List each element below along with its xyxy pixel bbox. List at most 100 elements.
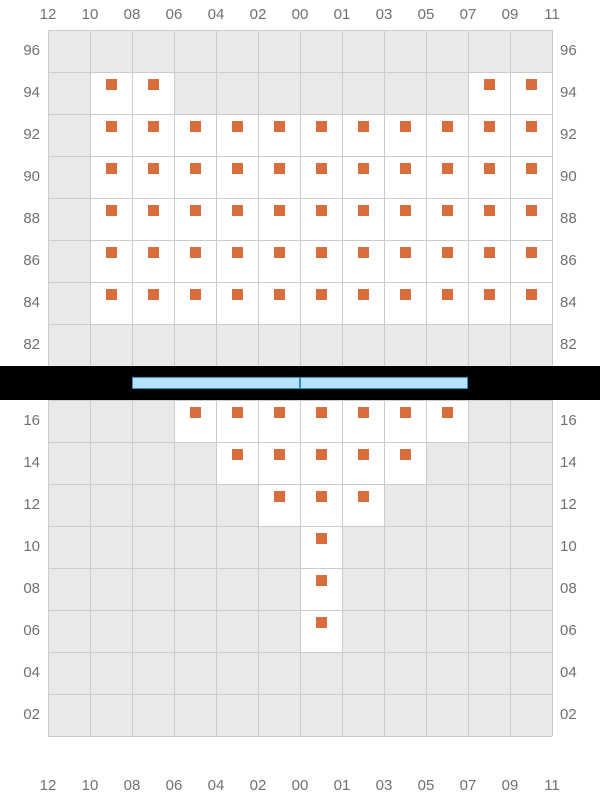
- seat-marker: [358, 449, 369, 460]
- seat-cell[interactable]: [469, 73, 510, 114]
- seat-cell[interactable]: [511, 199, 552, 240]
- seat-marker: [274, 289, 285, 300]
- seat-cell[interactable]: [175, 241, 216, 282]
- seat-cell[interactable]: [385, 241, 426, 282]
- seat-marker: [442, 121, 453, 132]
- seat-cell[interactable]: [91, 283, 132, 324]
- seat-cell[interactable]: [259, 401, 300, 442]
- seat-cell[interactable]: [511, 241, 552, 282]
- seat-cell[interactable]: [469, 115, 510, 156]
- seat-cell[interactable]: [133, 283, 174, 324]
- seat-cell[interactable]: [427, 283, 468, 324]
- row-label: 92: [560, 127, 590, 142]
- seat-cell[interactable]: [301, 241, 342, 282]
- seat-cell[interactable]: [511, 157, 552, 198]
- seat-cell[interactable]: [385, 157, 426, 198]
- seat-marker: [106, 247, 117, 258]
- seat-marker: [484, 289, 495, 300]
- seat-cell[interactable]: [511, 73, 552, 114]
- seat-cell[interactable]: [385, 283, 426, 324]
- seat-cell[interactable]: [343, 199, 384, 240]
- seat-cell[interactable]: [343, 241, 384, 282]
- seat-cell[interactable]: [343, 401, 384, 442]
- row-label: 14: [10, 455, 40, 470]
- seat-cell[interactable]: [259, 115, 300, 156]
- seat-cell[interactable]: [91, 199, 132, 240]
- seat-cell[interactable]: [427, 241, 468, 282]
- seat-cell[interactable]: [343, 283, 384, 324]
- seat-cell[interactable]: [175, 199, 216, 240]
- seat-cell[interactable]: [301, 443, 342, 484]
- seat-cell[interactable]: [217, 443, 258, 484]
- seat-cell[interactable]: [427, 401, 468, 442]
- seat-cell[interactable]: [343, 115, 384, 156]
- seat-cell[interactable]: [469, 199, 510, 240]
- col-label: 06: [153, 6, 195, 23]
- seat-marker: [232, 449, 243, 460]
- col-label: 01: [321, 6, 363, 23]
- seat-cell[interactable]: [133, 115, 174, 156]
- seat-cell[interactable]: [385, 443, 426, 484]
- seat-cell[interactable]: [91, 157, 132, 198]
- row-labels-left-upper: 969492908886848280: [0, 30, 48, 366]
- seat-cell[interactable]: [217, 115, 258, 156]
- row-label: 86: [10, 253, 40, 268]
- seat-cell[interactable]: [301, 485, 342, 526]
- seat-cell[interactable]: [469, 283, 510, 324]
- seat-cell[interactable]: [301, 199, 342, 240]
- row-labels-left-lower: 1614121008060402: [0, 400, 48, 736]
- seat-cell[interactable]: [217, 157, 258, 198]
- seat-cell[interactable]: [217, 401, 258, 442]
- seat-cell[interactable]: [511, 115, 552, 156]
- seat-cell[interactable]: [343, 485, 384, 526]
- seat-cell[interactable]: [259, 157, 300, 198]
- col-label: 08: [111, 6, 153, 23]
- seat-cell[interactable]: [301, 157, 342, 198]
- seat-cell[interactable]: [259, 443, 300, 484]
- seat-cell[interactable]: [175, 283, 216, 324]
- seat-cell[interactable]: [427, 199, 468, 240]
- seat-cell[interactable]: [91, 115, 132, 156]
- stage-bar: [300, 377, 468, 389]
- seat-cell[interactable]: [427, 157, 468, 198]
- seat-cell[interactable]: [217, 199, 258, 240]
- seat-marker: [274, 121, 285, 132]
- seat-cell[interactable]: [259, 199, 300, 240]
- seat-cell[interactable]: [301, 115, 342, 156]
- seat-cell[interactable]: [385, 199, 426, 240]
- seat-cell[interactable]: [133, 199, 174, 240]
- seat-marker: [274, 449, 285, 460]
- seat-cell[interactable]: [133, 241, 174, 282]
- col-label: 01: [321, 777, 363, 794]
- seat-cell[interactable]: [301, 611, 342, 652]
- seat-cell[interactable]: [133, 73, 174, 114]
- seat-cell[interactable]: [133, 157, 174, 198]
- seat-cell[interactable]: [301, 569, 342, 610]
- seat-cell[interactable]: [175, 157, 216, 198]
- seat-cell[interactable]: [217, 283, 258, 324]
- seat-cell[interactable]: [259, 283, 300, 324]
- seat-cell[interactable]: [217, 241, 258, 282]
- seat-cell[interactable]: [469, 157, 510, 198]
- seat-cell[interactable]: [511, 283, 552, 324]
- col-label: 11: [531, 6, 573, 23]
- seat-cell[interactable]: [91, 241, 132, 282]
- seat-cell[interactable]: [301, 401, 342, 442]
- seat-cell[interactable]: [343, 443, 384, 484]
- seat-cell[interactable]: [91, 73, 132, 114]
- seat-cell[interactable]: [301, 527, 342, 568]
- seat-cell[interactable]: [469, 241, 510, 282]
- seat-marker: [358, 407, 369, 418]
- row-label: 12: [560, 497, 590, 512]
- seat-cell[interactable]: [385, 115, 426, 156]
- seat-cell[interactable]: [301, 283, 342, 324]
- seat-cell[interactable]: [175, 115, 216, 156]
- seat-cell[interactable]: [427, 115, 468, 156]
- seating-diagram: 12100806040200010305070911 9694929088868…: [0, 0, 600, 800]
- seat-cell[interactable]: [175, 401, 216, 442]
- seat-cell[interactable]: [385, 401, 426, 442]
- seat-cell[interactable]: [259, 485, 300, 526]
- seat-cell[interactable]: [343, 157, 384, 198]
- seat-marker: [232, 247, 243, 258]
- seat-cell[interactable]: [259, 241, 300, 282]
